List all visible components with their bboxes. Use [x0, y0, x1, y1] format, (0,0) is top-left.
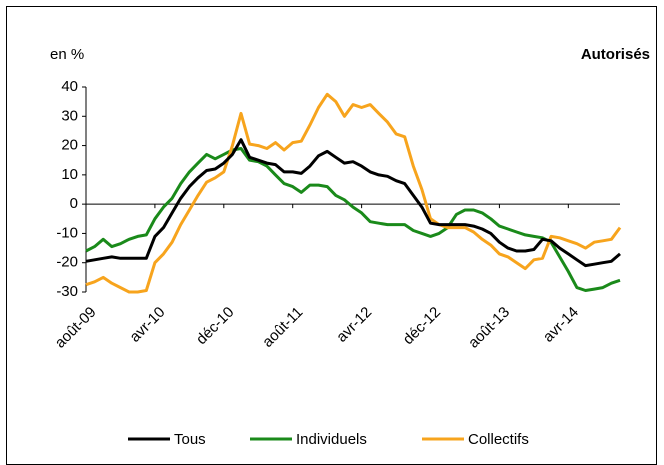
y-tick-label: 0 — [70, 195, 78, 212]
x-tick-label: déc-10 — [193, 304, 237, 348]
legend-label: Collectifs — [468, 431, 529, 448]
y-axis-label: en % — [50, 46, 84, 63]
series-line — [85, 138, 621, 268]
y-tick-label: 40 — [61, 78, 78, 95]
x-tick-label: déc-12 — [400, 304, 444, 348]
y-tick-label: 20 — [61, 137, 78, 154]
x-tick-label: août-13 — [465, 304, 513, 352]
y-tick-label: 10 — [61, 166, 78, 183]
y-tick-label: -20 — [56, 254, 78, 271]
x-tick-label: août-09 — [52, 304, 100, 352]
x-tick-label: avr-14 — [540, 304, 582, 346]
x-tick-label: avr-10 — [126, 304, 168, 346]
chart-border — [6, 6, 657, 465]
chart-title: Autorisés — [581, 46, 650, 63]
x-tick-label: avr-12 — [333, 304, 375, 346]
x-tick-label: août-11 — [259, 304, 306, 351]
series-line — [85, 147, 621, 292]
legend-label: Individuels — [296, 431, 367, 448]
y-tick-label: 30 — [61, 107, 78, 124]
y-tick-label: -10 — [56, 224, 78, 241]
legend-label: Tous — [174, 431, 206, 448]
y-tick-label: -30 — [56, 283, 78, 300]
series-line — [85, 92, 622, 294]
